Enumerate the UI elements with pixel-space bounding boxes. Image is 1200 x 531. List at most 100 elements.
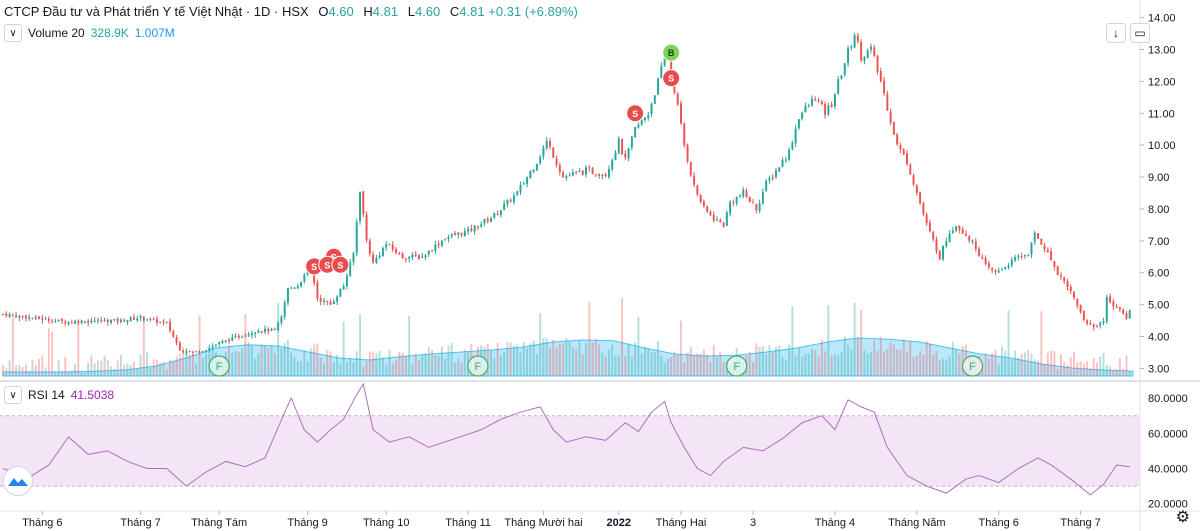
volume-bar <box>716 357 719 376</box>
volume-bar <box>883 351 886 376</box>
candle-body <box>5 313 8 317</box>
candle-body <box>74 321 77 324</box>
candle-body <box>545 140 548 149</box>
candle-body <box>34 316 37 319</box>
candle-body <box>90 320 93 323</box>
candle-body <box>912 175 915 185</box>
candle-body <box>653 95 656 104</box>
candle-body <box>241 336 244 338</box>
candle-body <box>198 351 201 353</box>
volume-bar <box>293 357 296 376</box>
volume-bar <box>617 355 620 376</box>
volume-bar <box>807 353 810 376</box>
candle-body <box>362 191 365 215</box>
candle-body <box>997 270 1000 273</box>
volume-bar <box>41 355 44 376</box>
volume-bar <box>506 341 509 376</box>
candle-body <box>647 115 650 119</box>
volume-bar <box>316 343 319 376</box>
volume-bar <box>1004 350 1007 376</box>
candle-body <box>359 192 361 222</box>
candle-body <box>709 212 712 216</box>
volume-bar <box>1069 356 1072 376</box>
volume-bar <box>1037 360 1039 376</box>
volume-bar <box>5 368 8 376</box>
candle-body <box>650 103 653 115</box>
volume-bar <box>702 349 705 376</box>
volume-bar <box>1046 352 1049 376</box>
chevron-down-icon[interactable]: ∨ <box>4 24 22 42</box>
candle-body <box>332 301 335 305</box>
volume-bar <box>719 352 722 376</box>
rsi-tick-label: 80.0000 <box>1148 393 1188 405</box>
volume-bar <box>404 356 407 376</box>
candle-body <box>113 319 116 321</box>
logo-icon[interactable] <box>3 466 33 496</box>
candle-body <box>165 322 168 324</box>
candle-body <box>899 145 902 150</box>
settings-icon[interactable]: ⚙ <box>1175 509 1190 526</box>
candle-body <box>919 192 922 204</box>
candle-body <box>31 317 34 319</box>
time-tick-label: Tháng Mười hai <box>504 517 582 529</box>
f-marker <box>961 355 984 377</box>
candle-body <box>860 41 863 61</box>
volume-bar <box>833 354 836 376</box>
volume-bar <box>683 362 686 376</box>
volume-bar <box>349 357 352 376</box>
candle-body <box>722 222 725 227</box>
candle-body <box>1128 310 1131 319</box>
volume-bar <box>598 344 601 376</box>
volume-bar <box>136 368 139 376</box>
volume-bar <box>516 344 519 376</box>
candle-body <box>522 183 525 185</box>
volume-bar <box>657 340 660 376</box>
volume-bar <box>535 353 538 376</box>
volume-bar <box>899 349 902 376</box>
volume-bar <box>1066 364 1069 376</box>
volume-bar <box>133 361 135 376</box>
candle-body <box>228 339 230 342</box>
volume-bar <box>892 344 895 376</box>
volume-bar <box>237 351 240 376</box>
candle-body <box>404 258 407 260</box>
volume-bar <box>1105 365 1108 376</box>
volume-bar <box>673 351 676 376</box>
fullscreen-icon[interactable]: ▭ <box>1130 23 1150 43</box>
volume-bar <box>778 345 781 376</box>
candle-body <box>987 263 990 268</box>
candle-body <box>892 122 895 135</box>
candle-body <box>146 319 149 321</box>
download-icon[interactable]: ↓ <box>1106 23 1126 43</box>
candle-body <box>1059 275 1062 277</box>
volume-bar <box>182 346 185 376</box>
time-tick-label: Tháng Năm <box>888 517 945 529</box>
volume-bar <box>1053 350 1056 376</box>
candle-body <box>345 275 348 287</box>
candle-body <box>591 168 594 174</box>
volume-bar <box>355 351 358 376</box>
volume-ma-value: 1.007M <box>134 26 175 40</box>
volume-bar <box>172 361 175 376</box>
volume-bar <box>110 366 113 376</box>
volume-bar <box>748 351 751 376</box>
volume-bar <box>869 352 872 376</box>
candle-body <box>1007 265 1010 268</box>
volume-bar <box>411 364 414 376</box>
volume-bar <box>850 349 853 376</box>
volume-bar <box>309 348 312 376</box>
volume-bar <box>77 327 80 376</box>
candle-body <box>1023 254 1026 257</box>
volume-bar <box>47 328 50 376</box>
volume-bar <box>994 349 997 376</box>
volume-bar <box>83 372 86 376</box>
marker-label: S <box>668 74 674 84</box>
candle-body <box>571 172 574 176</box>
candle-body <box>169 321 172 331</box>
candle-body <box>1102 321 1105 324</box>
rsi-value: 41.5038 <box>70 388 115 402</box>
candle-body <box>922 203 925 215</box>
candle-body <box>833 94 836 107</box>
chevron-down-icon[interactable]: ∨ <box>4 386 22 404</box>
